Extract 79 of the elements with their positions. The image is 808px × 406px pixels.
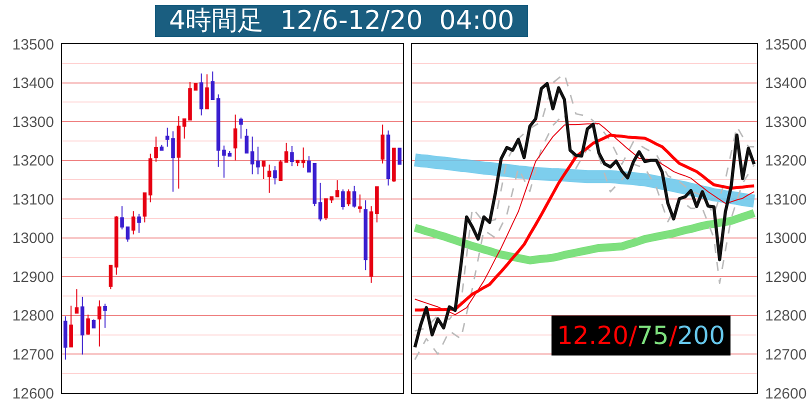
candlestick — [375, 186, 379, 223]
y-tick-label: 13300 — [12, 114, 54, 131]
candlestick — [126, 226, 130, 242]
candlestick — [103, 303, 107, 328]
y-tick-label: 13000 — [765, 230, 807, 248]
y-tick-label: 12900 — [12, 268, 54, 286]
candlestick — [80, 296, 84, 356]
candlestick — [278, 159, 283, 181]
candlestick — [86, 314, 90, 336]
y-tick-label: 13400 — [765, 75, 807, 92]
candlestick — [284, 142, 288, 163]
candlestick — [239, 117, 243, 140]
candlestick — [120, 206, 124, 230]
candlestick — [244, 128, 249, 154]
candlestick — [160, 144, 164, 151]
candlestick — [296, 160, 300, 167]
candlestick — [358, 194, 362, 214]
y-tick-label: 13500 — [765, 36, 807, 54]
chart-title: 4時間足 12/6-12/20 04:00 — [155, 5, 528, 37]
candlestick — [267, 164, 272, 194]
candlestick — [312, 162, 317, 207]
candlestick — [199, 72, 204, 116]
y-tick-label: 13300 — [765, 114, 807, 131]
y-tick-label: 13100 — [12, 191, 54, 208]
y-tick-label: 12700 — [765, 346, 807, 364]
candlestick — [262, 160, 266, 180]
candlestick — [188, 82, 192, 120]
candlestick — [222, 145, 226, 178]
candlestick — [369, 206, 374, 284]
candlestick — [228, 150, 232, 157]
candlestick — [64, 316, 68, 360]
y-tick-label: 12600 — [765, 385, 807, 402]
candlestick — [335, 180, 340, 198]
y-tick-label: 13500 — [12, 36, 54, 54]
candlestick — [386, 130, 390, 186]
candlestick — [176, 116, 181, 190]
candlestick — [210, 71, 215, 100]
candlestick — [182, 118, 186, 140]
candlestick — [392, 148, 396, 183]
annotation: 12.20/75/200 — [557, 321, 725, 350]
candlestick — [98, 300, 102, 347]
y-tick-label: 12800 — [765, 308, 807, 325]
candlestick — [301, 147, 306, 168]
candlestick — [92, 318, 96, 328]
candlestick — [233, 114, 238, 161]
y-tick-label: 12900 — [765, 268, 807, 286]
candlestick — [205, 74, 209, 110]
candlestick — [142, 192, 147, 223]
candlestick — [131, 210, 136, 235]
line-series — [414, 113, 755, 360]
candlestick — [137, 213, 141, 234]
y-tick-label: 13400 — [12, 75, 54, 92]
y-tick-label: 12700 — [12, 346, 54, 364]
y-tick-label: 13000 — [12, 230, 54, 248]
candlestick — [108, 264, 113, 290]
candlestick — [364, 200, 368, 271]
y-tick-label: 12600 — [12, 385, 54, 402]
candlestick — [352, 185, 356, 208]
y-tick-label: 13200 — [12, 152, 54, 170]
candlestick — [194, 83, 198, 91]
candlestick — [154, 136, 158, 162]
candlestick — [380, 124, 384, 164]
candlestick — [346, 188, 351, 207]
candlestick — [69, 305, 73, 348]
candlestick — [318, 182, 322, 222]
y-tick-label: 13100 — [765, 191, 807, 208]
candlestick — [74, 288, 79, 314]
candlestick — [114, 216, 118, 276]
candlestick — [216, 94, 220, 168]
candlestick — [290, 145, 294, 167]
y-tick-label: 13200 — [765, 152, 807, 170]
candlestick — [307, 156, 311, 172]
candlestick — [273, 166, 277, 185]
candlestick — [250, 136, 254, 175]
candlestick — [256, 146, 260, 175]
y-tick-label: 12800 — [12, 308, 54, 325]
candlestick — [148, 153, 152, 203]
candlestick — [398, 148, 402, 165]
candlestick — [341, 188, 345, 210]
